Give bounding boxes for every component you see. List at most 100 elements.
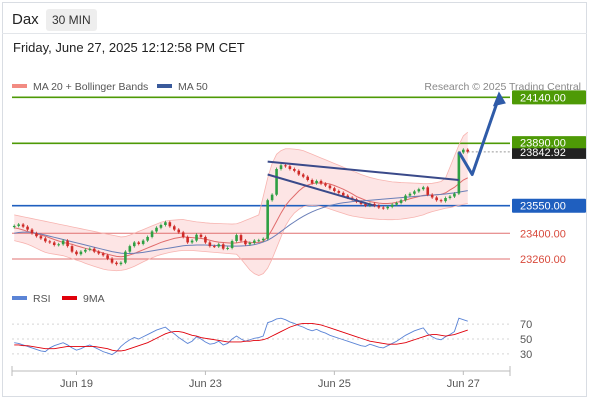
candle-body — [155, 227, 158, 232]
candle-body — [448, 196, 452, 198]
candle-body — [190, 240, 194, 243]
rsi-legend-label: RSI — [33, 293, 51, 305]
candle-body — [315, 180, 318, 184]
timestamp: Friday, June 27, 2025 12:12:58 PM CET — [13, 40, 245, 55]
x-tick-label: Jun 19 — [60, 378, 93, 390]
level-label: 23550.00 — [520, 201, 566, 213]
candle-body — [293, 168, 296, 171]
candle-body — [253, 240, 256, 243]
legend-label: MA 50 — [178, 81, 208, 93]
candle-body — [66, 240, 69, 247]
candle-body — [462, 149, 465, 153]
candle-body — [333, 188, 336, 192]
candle-body — [79, 251, 83, 255]
rsi-legend-label: 9MA — [83, 293, 105, 305]
credit-text: Research © 2025 Trading Central — [424, 81, 581, 93]
level-label: 23260.00 — [520, 254, 566, 266]
level-label: 24140.00 — [520, 92, 566, 104]
candle-body — [235, 235, 238, 241]
candle-body — [101, 253, 105, 256]
candle-body — [257, 240, 261, 242]
candle-body — [413, 191, 416, 194]
candle-body — [395, 202, 398, 205]
widget-frame — [2, 2, 587, 397]
candle-body — [279, 165, 283, 169]
candle-body — [168, 222, 172, 227]
candle-body — [364, 203, 367, 206]
rsi-legend-swatch — [62, 296, 77, 300]
candle-body — [97, 251, 101, 254]
candle-body — [146, 236, 149, 241]
candle-body — [195, 234, 198, 241]
x-tick-label: Jun 25 — [318, 378, 351, 390]
candle-body — [297, 170, 301, 175]
candle-body — [137, 242, 141, 244]
candle-body — [84, 249, 87, 252]
candle-body — [128, 246, 132, 252]
candle-body — [319, 180, 323, 184]
candle-body — [48, 241, 52, 243]
rsi-ma-line — [14, 322, 468, 352]
bollinger-lower — [14, 203, 468, 276]
candle-body — [17, 224, 20, 226]
candle-body — [61, 240, 65, 245]
candle-body — [26, 226, 29, 230]
candle-body — [213, 246, 216, 248]
candle-body — [421, 187, 425, 190]
candle-body — [217, 244, 221, 247]
channel-upper-line — [267, 160, 459, 181]
candle-body — [115, 262, 118, 265]
candle-body — [44, 238, 47, 242]
level-label: 23890.00 — [520, 137, 566, 149]
rsi-tick-label: 70 — [520, 319, 532, 331]
candle-body — [430, 194, 434, 198]
header-bar: Dax 30 MIN — [2, 2, 587, 34]
candle-body — [324, 183, 327, 186]
candle-body — [110, 258, 114, 263]
ma50-line — [14, 190, 468, 254]
candle-body — [444, 198, 447, 202]
candle-body — [92, 248, 96, 252]
candle-body — [346, 195, 350, 198]
candle-body — [248, 242, 252, 245]
candle-body — [52, 242, 56, 246]
candle-body — [386, 206, 390, 209]
candle-body — [306, 176, 309, 180]
candle-body — [106, 255, 109, 259]
candle-body — [466, 149, 470, 152]
projection-arrow — [457, 96, 501, 176]
candle-body — [341, 192, 345, 196]
candle-body — [177, 229, 181, 233]
candle-body — [239, 235, 243, 241]
candle-body — [39, 236, 43, 239]
candle-body — [284, 165, 287, 167]
level-tag-bg — [512, 90, 586, 105]
candle-body — [381, 207, 385, 209]
candle-body — [435, 197, 438, 201]
candle-body — [132, 242, 136, 247]
candle-body — [288, 166, 292, 169]
candle-body — [124, 251, 127, 263]
candle-body — [404, 195, 407, 201]
level-label: 23400.00 — [520, 228, 566, 240]
rsi-tick-label: 50 — [520, 334, 532, 346]
candle-body — [164, 222, 167, 225]
candle-body — [70, 246, 74, 252]
candle-body — [21, 224, 25, 227]
candle-body — [301, 174, 305, 177]
legend-swatch — [157, 84, 172, 88]
candle-body — [230, 240, 234, 248]
candle-body — [75, 251, 78, 255]
rsi-legend-swatch — [12, 296, 27, 300]
candle-body — [390, 204, 394, 207]
candle-body — [204, 236, 207, 243]
rsi-line — [14, 317, 468, 356]
timeframe-badge[interactable]: 30 MIN — [46, 9, 97, 31]
level-tag-bg — [512, 136, 586, 149]
candle-body — [310, 180, 314, 184]
candle-body — [244, 240, 247, 245]
candle-body — [417, 189, 421, 192]
channel-lower-line — [267, 173, 375, 207]
candle-body — [57, 244, 60, 246]
